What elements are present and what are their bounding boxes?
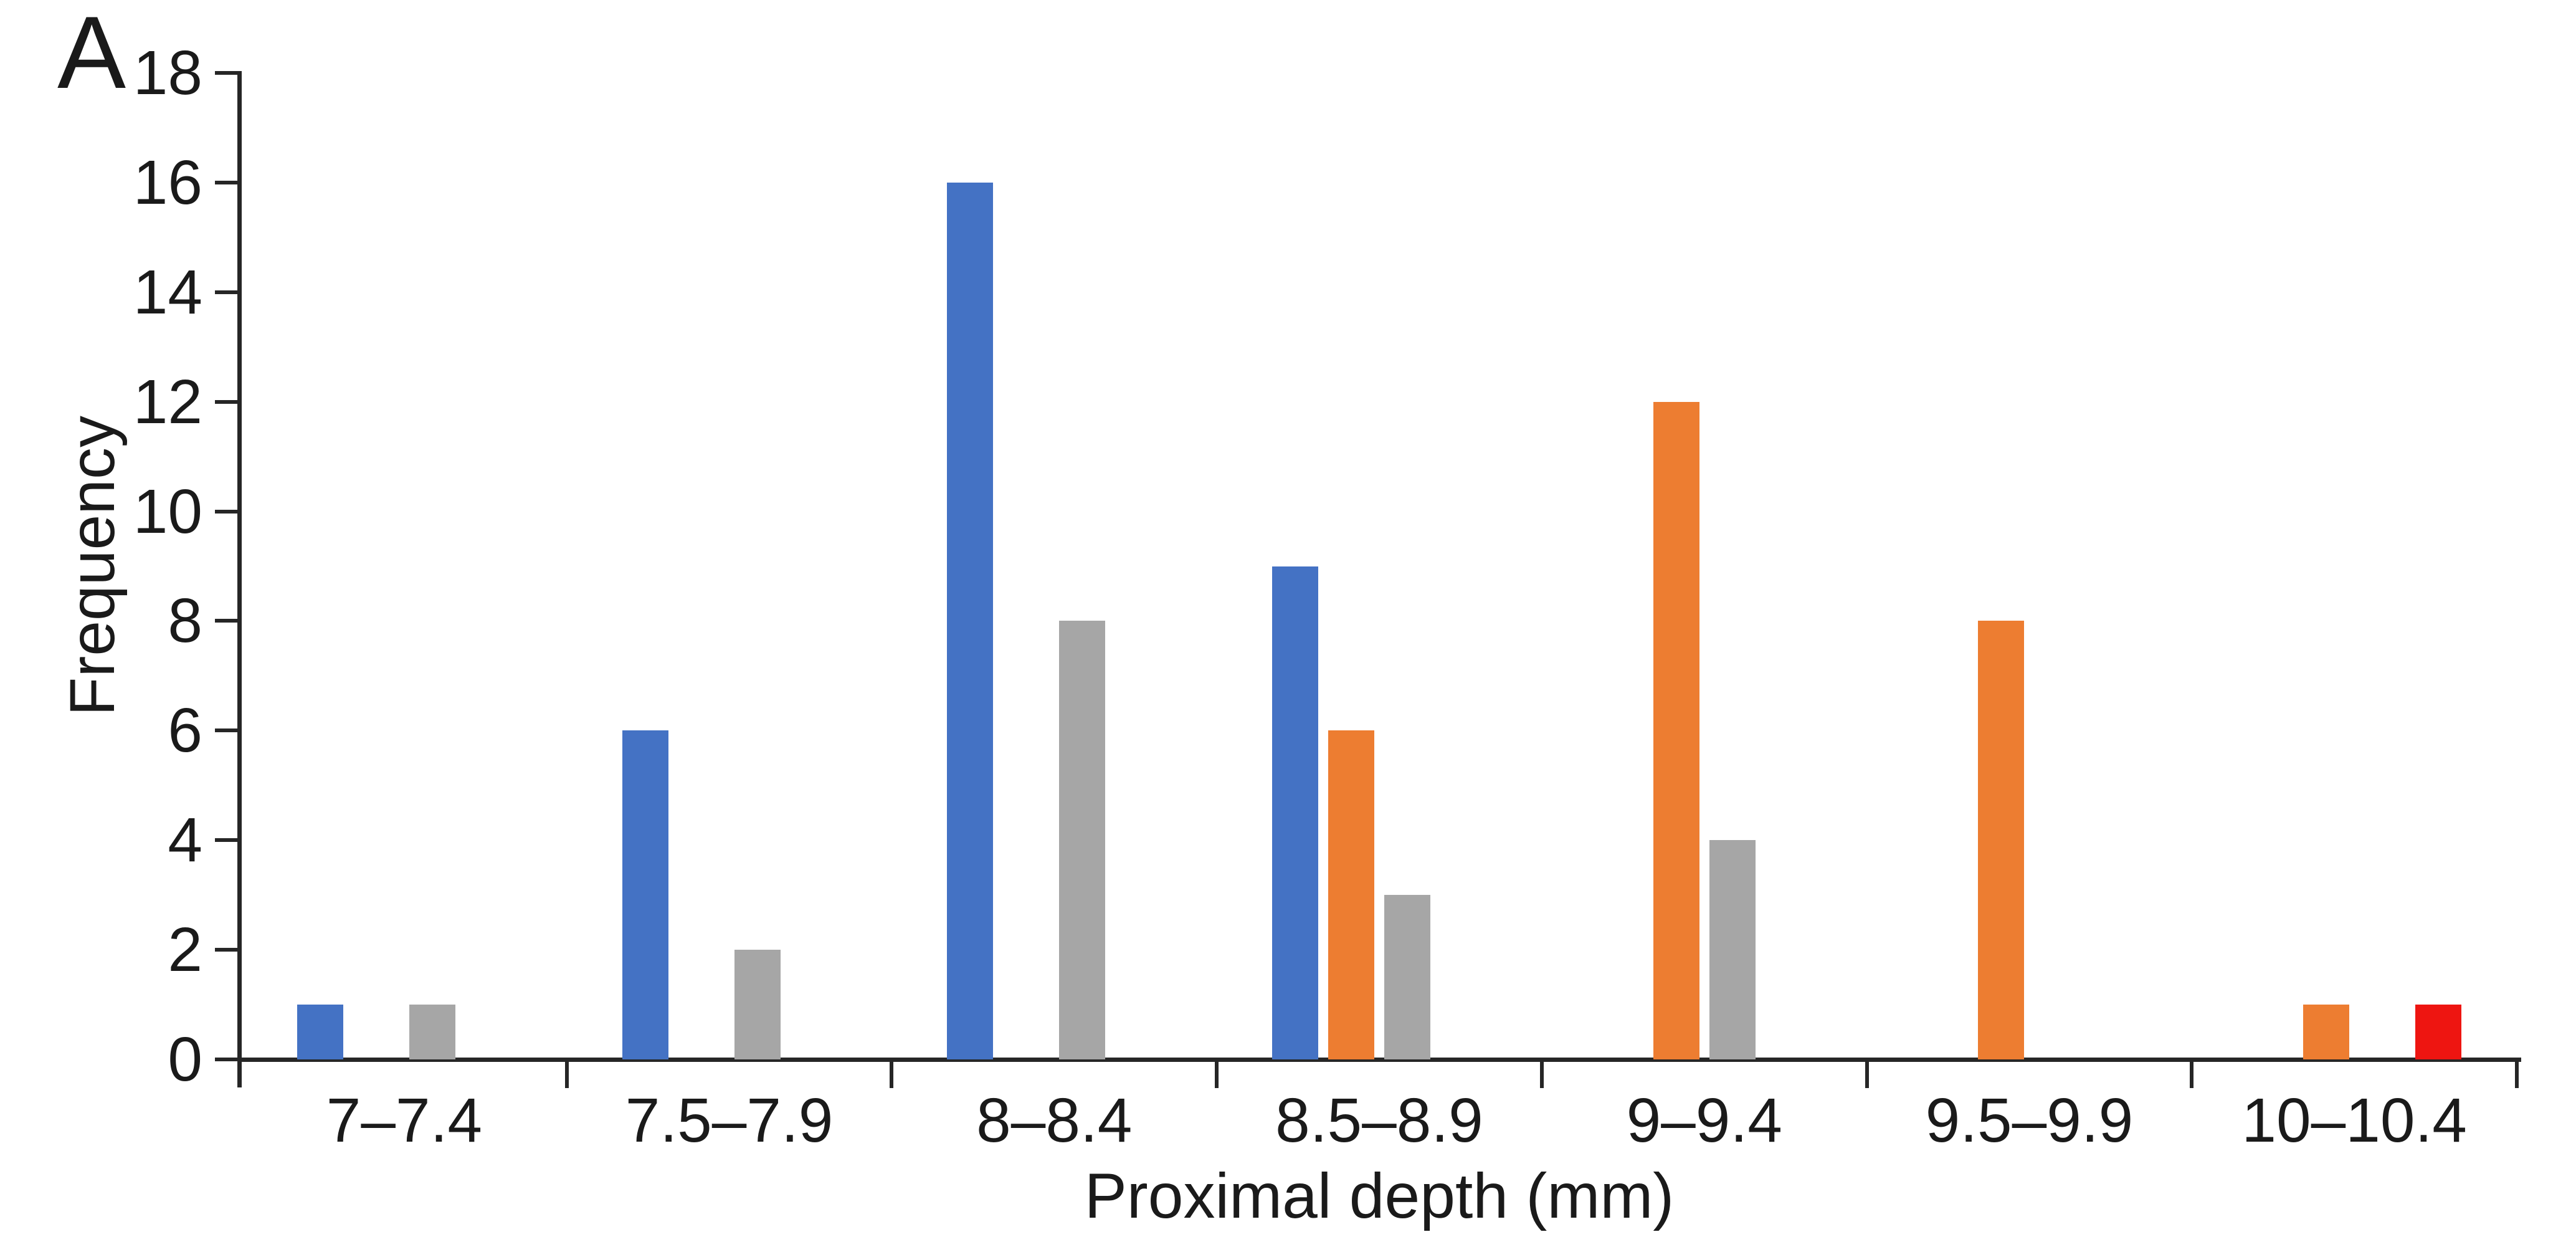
plot-area — [242, 73, 2517, 1059]
category-group-1 — [242, 73, 567, 1059]
category-group-6 — [1867, 73, 2192, 1059]
y-tick-mark — [215, 290, 237, 294]
y-tick-mark — [215, 728, 237, 733]
bar-slot-orange — [678, 73, 725, 1059]
y-tick-label: 16 — [133, 147, 202, 217]
bar-slot-red — [1766, 73, 1812, 1059]
bar-slot-red — [1440, 73, 1486, 1059]
category-label: 9–9.4 — [1626, 1086, 1782, 1155]
bar-slot-orange — [353, 73, 399, 1059]
bar-slot-blue — [297, 73, 343, 1059]
category-group-5 — [1542, 73, 1867, 1059]
bar-gray-9–9.4 — [1709, 840, 1756, 1059]
bar-slot-orange — [1978, 73, 2025, 1059]
bar-slot-gray — [1709, 73, 1756, 1059]
y-tick-label: 8 — [168, 586, 202, 656]
bar-orange-9–9.4 — [1653, 401, 1699, 1059]
bar-slot-orange — [2303, 73, 2350, 1059]
category-group-3 — [891, 73, 1217, 1059]
bar-gray-8–8.4 — [1059, 621, 1106, 1059]
bar-slot-red — [465, 73, 511, 1059]
bar-slot-gray — [2359, 73, 2405, 1059]
bar-orange-10–10.4 — [2303, 1005, 2350, 1059]
category-label: 7–7.4 — [326, 1086, 482, 1155]
bar-gray-7.5–7.9 — [734, 950, 781, 1059]
y-axis-title: Frequency — [57, 416, 128, 716]
bar-slot-blue — [1597, 73, 1643, 1059]
bar-slot-orange — [1328, 73, 1375, 1059]
y-tick-mark — [215, 399, 237, 404]
x-tick-mark — [1539, 1059, 1544, 1088]
category-label: 7.5–7.9 — [625, 1086, 834, 1155]
category-label: 9.5–9.9 — [1925, 1086, 2134, 1155]
bar-slot-red — [791, 73, 837, 1059]
category-group-7 — [2192, 73, 2517, 1059]
x-tick-mark — [2190, 1059, 2194, 1088]
y-tick-mark — [215, 948, 237, 952]
y-tick-mark — [215, 619, 237, 623]
y-tick-label: 0 — [168, 1025, 202, 1094]
bar-slot-blue — [1272, 73, 1319, 1059]
bar-slot-orange — [1653, 73, 1699, 1059]
x-axis-line — [237, 1058, 2521, 1062]
x-tick-mark — [890, 1059, 894, 1088]
bar-slot-gray — [1384, 73, 1431, 1059]
y-axis-line — [237, 71, 242, 1087]
bar-slot-gray — [409, 73, 455, 1059]
bar-slot-gray — [2034, 73, 2080, 1059]
y-tick-mark — [215, 509, 237, 514]
bar-blue-8–8.4 — [947, 182, 994, 1059]
bar-slot-blue — [2247, 73, 2293, 1059]
bar-slot-blue — [1922, 73, 1968, 1059]
bar-slot-red — [2090, 73, 2136, 1059]
bar-slot-blue — [947, 73, 994, 1059]
y-tick-label: 14 — [133, 257, 202, 327]
x-tick-mark — [1215, 1059, 1219, 1088]
bar-slot-gray — [734, 73, 781, 1059]
y-tick-mark — [215, 71, 237, 75]
bar-slot-orange — [1003, 73, 1049, 1059]
y-tick-label: 12 — [133, 366, 202, 437]
y-tick-label: 18 — [133, 38, 202, 108]
x-tick-mark — [2515, 1059, 2519, 1088]
bar-gray-7–7.4 — [409, 1005, 455, 1059]
bar-orange-8.5–8.9 — [1328, 730, 1375, 1059]
bar-slot-blue — [622, 73, 668, 1059]
bar-blue-7–7.4 — [297, 1005, 343, 1059]
bar-gray-8.5–8.9 — [1384, 895, 1431, 1059]
category-group-4 — [1217, 73, 1542, 1059]
x-tick-mark — [564, 1059, 569, 1088]
panel-label: A — [57, 0, 126, 110]
bar-slot-red — [2415, 73, 2462, 1059]
bar-red-10–10.4 — [2415, 1005, 2462, 1059]
bar-blue-7.5–7.9 — [622, 730, 668, 1059]
x-axis-title: Proximal depth (mm) — [1084, 1160, 1675, 1231]
category-label: 10–10.4 — [2241, 1086, 2467, 1155]
bar-slot-gray — [1059, 73, 1106, 1059]
x-tick-mark — [1865, 1059, 1869, 1088]
bar-blue-8.5–8.9 — [1272, 566, 1319, 1059]
y-tick-mark — [215, 838, 237, 843]
y-tick-label: 4 — [168, 805, 202, 876]
y-tick-label: 2 — [168, 915, 202, 985]
y-tick-mark — [215, 180, 237, 184]
category-group-2 — [567, 73, 892, 1059]
bar-orange-9.5–9.9 — [1978, 621, 2025, 1059]
category-label: 8.5–8.9 — [1275, 1086, 1483, 1155]
category-label: 8–8.4 — [976, 1086, 1133, 1155]
bar-slot-red — [1115, 73, 1161, 1059]
y-tick-mark — [215, 1058, 237, 1061]
y-tick-label: 6 — [168, 695, 202, 766]
y-tick-label: 10 — [133, 476, 202, 547]
